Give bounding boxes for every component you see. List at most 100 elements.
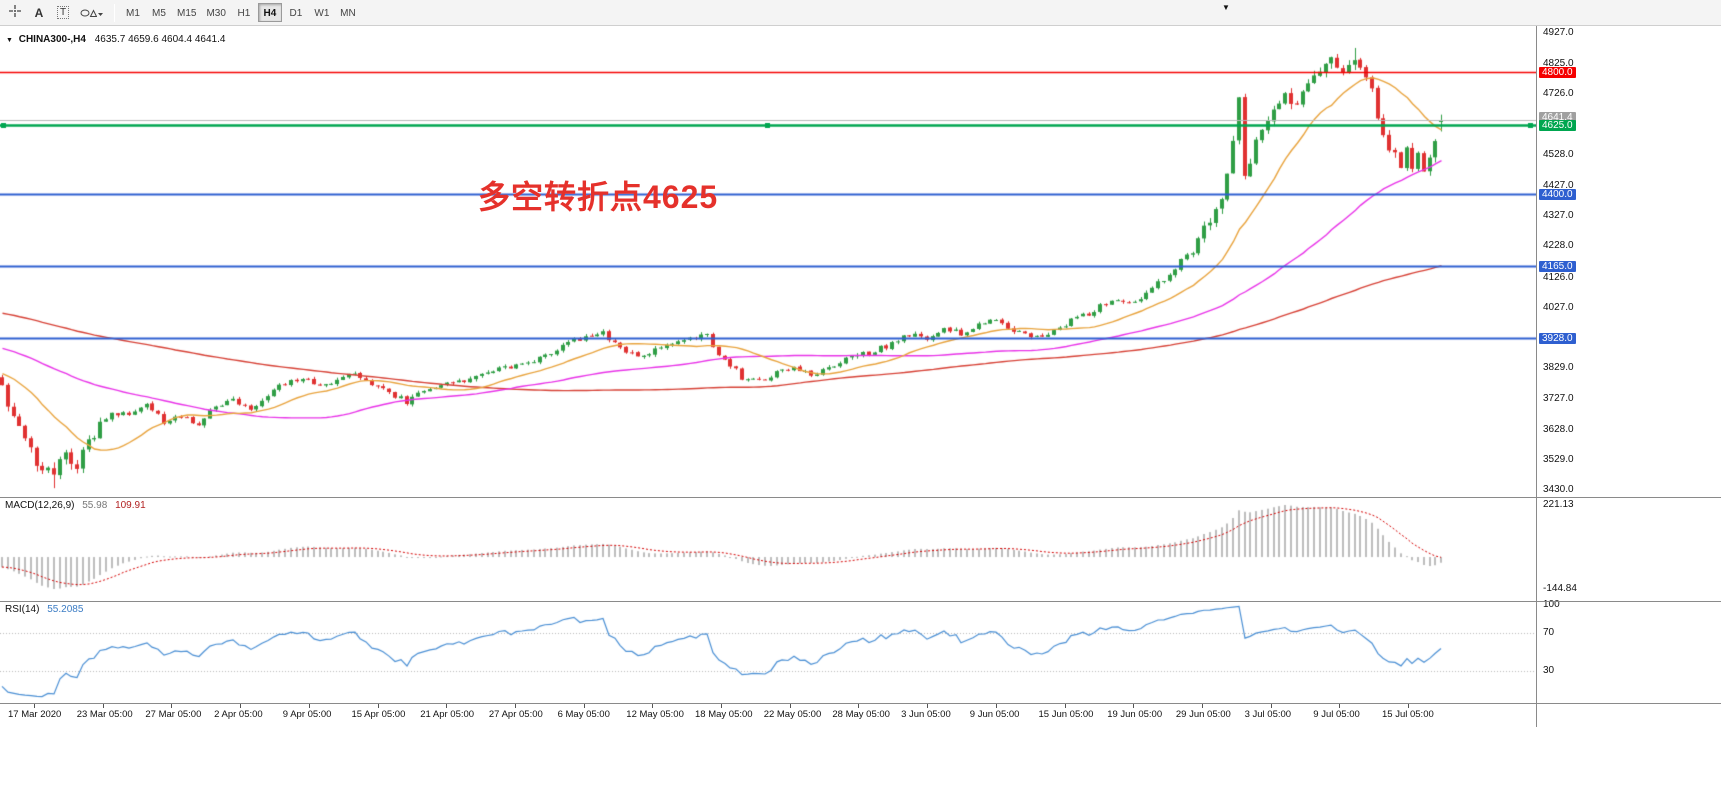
time-axis-tick xyxy=(927,704,929,708)
time-axis-label: 9 Apr 05:00 xyxy=(282,709,332,720)
price-axis-tick: 3829.0 xyxy=(1543,362,1574,374)
chart-annotation-text[interactable]: 多空转折点4625 xyxy=(478,179,719,215)
toolbar-overflow-icon[interactable]: ▼ xyxy=(1222,3,1230,12)
time-axis-tick xyxy=(1201,704,1203,708)
price-axis-tick: 4228.0 xyxy=(1543,240,1574,252)
time-axis-label: 29 Jun 05:00 xyxy=(1175,709,1231,720)
macd-chart-canvas[interactable] xyxy=(0,497,1536,601)
timeframe-button-m15[interactable]: M15 xyxy=(177,8,197,19)
chart-ohlc-values: 4635.7 4659.6 4604.4 4641.4 xyxy=(94,34,226,45)
time-axis-tick xyxy=(1408,704,1409,708)
rsi-axis-label: 70 xyxy=(1543,627,1555,639)
time-axis-label: 12 May 05:00 xyxy=(626,709,684,720)
time-axis-label: 9 Jun 05:00 xyxy=(969,709,1020,720)
time-axis-tick xyxy=(446,704,448,708)
time-axis-label: 2 Apr 05:00 xyxy=(214,709,263,720)
time-axis-tick xyxy=(34,704,35,708)
price-chart-panel[interactable]: ▼ CHINA300-,H4 4635.7 4659.6 4604.4 4641… xyxy=(0,26,1536,497)
timeframe-button-w1[interactable]: W1 xyxy=(314,8,330,19)
panel-separator xyxy=(0,703,1721,704)
shapes-icon xyxy=(80,4,98,21)
time-axis-tick xyxy=(995,704,997,708)
macd-name: MACD(12,26,9) xyxy=(5,500,75,511)
time-axis-tick xyxy=(583,704,585,708)
collapse-arrow-icon[interactable]: ▼ xyxy=(6,37,13,44)
price-axis-tick: 3727.0 xyxy=(1543,393,1574,405)
price-axis-tick: 4427.0 xyxy=(1543,179,1574,191)
time-axis-label: 28 May 05:00 xyxy=(832,709,890,720)
price-axis-tick: 4126.0 xyxy=(1543,271,1574,283)
time-axis-label: 17 Mar 2020 xyxy=(8,709,62,720)
crosshair-tool-button[interactable] xyxy=(3,2,27,24)
time-axis-label: 3 Jun 05:00 xyxy=(901,709,951,720)
price-axis-tick: 4825.0 xyxy=(1543,58,1574,70)
timeframe-button-h4[interactable]: H4 xyxy=(257,3,282,22)
bid-price-tag: 4641.4 xyxy=(1539,112,1576,124)
rsi-axis-label: 100 xyxy=(1543,599,1560,610)
time-axis[interactable]: 17 Mar 2020 23 Mar 05:00 27 Mar 05:00 2 Apr… xyxy=(0,704,1721,727)
chevron-down-icon xyxy=(97,6,104,20)
timeframe-button-mn[interactable]: MN xyxy=(340,8,356,19)
time-axis-tick xyxy=(1339,704,1341,708)
chart-symbol-label: CHINA300-,H4 xyxy=(18,34,86,45)
macd-label: MACD(12,26,9) 55.98 109.91 xyxy=(5,500,146,511)
text-label-tool-button[interactable]: T xyxy=(51,2,75,24)
timeframe-button-m5[interactable]: M5 xyxy=(152,8,166,19)
time-axis-label: 15 Jun 05:00 xyxy=(1038,709,1094,720)
crosshair-icon xyxy=(8,4,22,21)
chart-title: ▼ CHINA300-,H4 4635.7 4659.6 4604.4 4641… xyxy=(6,34,225,45)
timeframe-button-m30[interactable]: M30 xyxy=(206,8,226,19)
time-axis-tick xyxy=(102,704,104,708)
time-axis-label: 19 Jun 05:00 xyxy=(1107,709,1163,720)
text-tool-icon: A xyxy=(34,5,44,20)
rsi-indicator-panel[interactable]: RSI(14) 55.2085 xyxy=(0,601,1536,703)
time-axis-tick xyxy=(652,704,654,708)
time-axis-label: 15 Apr 05:00 xyxy=(351,709,406,720)
time-axis-label: 3 Jul 05:00 xyxy=(1244,709,1292,720)
toolbar-separator xyxy=(114,3,115,22)
time-axis-label: 6 May 05:00 xyxy=(557,709,610,720)
price-axis-tick: 4327.0 xyxy=(1543,210,1574,222)
timeframe-toolbar: M1 M5 M15 M30 H1 H4 D1 W1 MN xyxy=(120,3,361,22)
time-axis-tick xyxy=(514,704,516,708)
price-axis-tick: 4927.0 xyxy=(1543,27,1574,38)
toolbar: A T M1 M5 M15 M30 H1 H4 D1 W1 MN ▼ xyxy=(0,0,1721,26)
panel-separator[interactable] xyxy=(0,497,1721,498)
shapes-tool-button[interactable] xyxy=(75,2,109,24)
time-axis-tick xyxy=(1133,704,1135,708)
price-axis-tick: 4726.0 xyxy=(1543,88,1574,100)
price-line-tag: 4400.0 xyxy=(1539,188,1576,200)
price-axis[interactable]: 4927.0 4825.0 4726.0 4528.0 4427.0 4327.0 4228… xyxy=(1536,26,1721,727)
rsi-chart-canvas[interactable] xyxy=(0,601,1536,703)
time-axis-label: 21 Apr 05:00 xyxy=(420,709,475,720)
time-axis-label: 27 Mar 05:00 xyxy=(145,709,202,720)
price-axis-tick: 4528.0 xyxy=(1543,148,1574,160)
text-label-icon: T xyxy=(56,6,70,19)
macd-main-value: 55.98 xyxy=(82,500,108,511)
rsi-axis-label: 30 xyxy=(1543,664,1555,676)
text-tool-button[interactable]: A xyxy=(27,2,51,24)
time-axis-tick xyxy=(377,704,379,708)
price-axis-tick: 3430.0 xyxy=(1543,484,1574,495)
timeframe-button-d1[interactable]: D1 xyxy=(289,8,303,19)
candlestick-chart-canvas[interactable] xyxy=(0,26,1536,497)
macd-indicator-panel[interactable]: MACD(12,26,9) 55.98 109.91 xyxy=(0,497,1536,601)
price-line-tag: 4800.0 xyxy=(1539,66,1576,78)
timeframe-button-h1[interactable]: H1 xyxy=(237,8,251,19)
time-axis-tick xyxy=(240,704,242,708)
timeframe-button-m1[interactable]: M1 xyxy=(126,8,140,19)
time-axis-label: 18 May 05:00 xyxy=(695,709,753,720)
rsi-label: RSI(14) 55.2085 xyxy=(5,604,83,615)
price-line-tag: 4165.0 xyxy=(1539,260,1576,272)
macd-axis-min: -144.84 xyxy=(1543,583,1577,594)
time-axis-tick xyxy=(308,704,310,708)
panel-separator[interactable] xyxy=(0,601,1721,602)
rsi-value: 55.2085 xyxy=(47,604,84,615)
price-line-tag: 4625.0 xyxy=(1539,120,1576,132)
rsi-name: RSI(14) xyxy=(5,604,40,615)
price-axis-tick: 4027.0 xyxy=(1543,301,1574,313)
time-axis-label: 15 Jul 05:00 xyxy=(1382,709,1434,720)
price-axis-tick: 3628.0 xyxy=(1543,423,1574,435)
time-axis-tick xyxy=(171,704,173,708)
